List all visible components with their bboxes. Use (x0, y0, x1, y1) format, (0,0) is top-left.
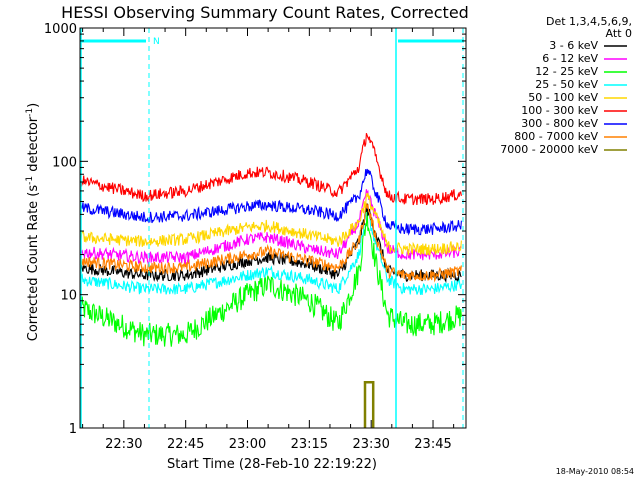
y-tick-label: 100 (52, 155, 77, 170)
series-line-7 (79, 202, 462, 283)
chart-title: HESSI Observing Summary Count Rates, Cor… (61, 3, 469, 22)
legend-header-detectors: Det 1,3,4,5,6,9, (546, 15, 632, 28)
series-line-8 (363, 381, 375, 428)
footer-timestamp: 18-May-2010 08:54 (556, 467, 634, 476)
legend-entry-label: 6 - 12 keV (542, 52, 598, 65)
x-axis-label: Start Time (28-Feb-10 22:19:22) (167, 457, 377, 472)
x-tick-label: 22:45 (167, 437, 204, 452)
legend-entry-label: 100 - 300 keV (521, 104, 598, 117)
series-line-1 (79, 189, 462, 265)
series-line-2 (79, 208, 462, 347)
series-line-3 (79, 207, 462, 296)
y-tick-label: 10 (60, 289, 77, 304)
series-line-5 (79, 133, 462, 206)
legend-entry-label: 3 - 6 keV (549, 39, 598, 52)
x-tick-label: 23:00 (229, 437, 266, 452)
axes: 1 10 100 1000 22:30 22:45 23:00 23:15 23:30 23:45 (44, 22, 467, 452)
legend-entry-label: 50 - 100 keV (528, 91, 598, 104)
legend-entry-label: 7000 - 20000 keV (500, 143, 598, 156)
x-tick-label: 23:45 (414, 437, 451, 452)
x-tick-label: 22:30 (105, 437, 142, 452)
legend-entry-label: 25 - 50 keV (535, 78, 598, 91)
plot-area (79, 133, 462, 428)
observing-bars: N (80, 28, 464, 428)
x-tick-label: 23:30 (352, 437, 389, 452)
series-line-4 (79, 192, 462, 257)
legend-header-attenuator: Att 0 (606, 27, 632, 40)
legend-entry-label: 300 - 800 keV (521, 117, 598, 130)
x-tick-label: 23:15 (291, 437, 328, 452)
y-tick-label: 1000 (44, 22, 77, 37)
observing-bar-label: N (153, 37, 160, 47)
series-line-6 (79, 168, 462, 236)
y-axis-label: Corrected Count Rate (s-1 detector-1) (25, 103, 41, 341)
legend-entry-label: 800 - 7000 keV (514, 130, 598, 143)
legend-entry-label: 12 - 25 keV (535, 65, 598, 78)
plot-frame (79, 27, 467, 429)
y-tick-label: 1 (69, 422, 77, 437)
